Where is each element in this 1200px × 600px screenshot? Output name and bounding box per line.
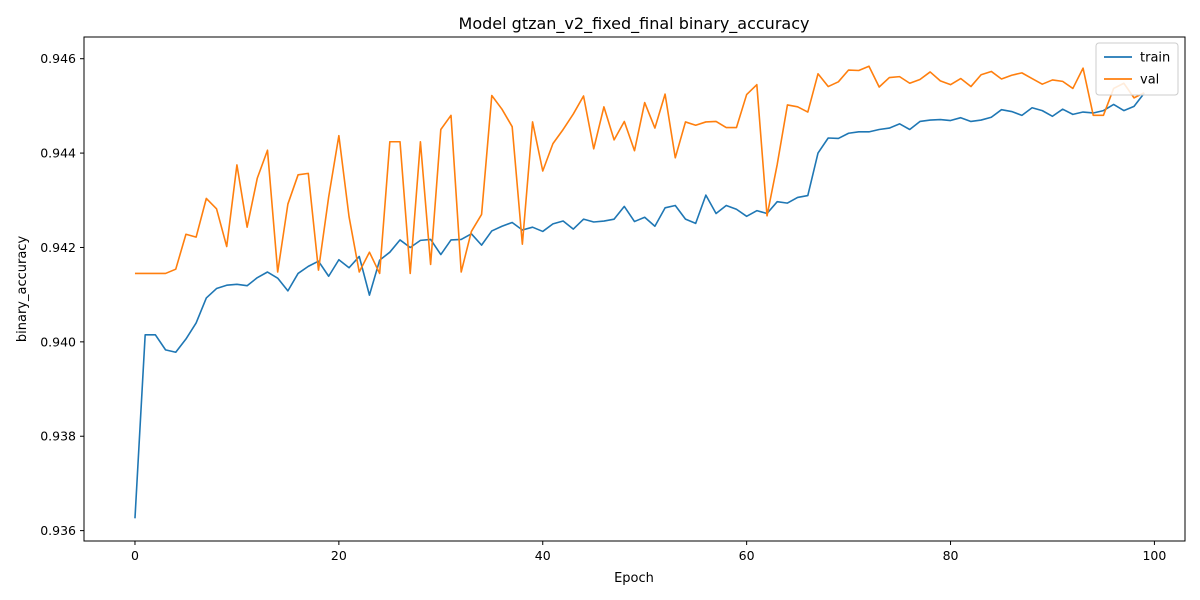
y-tick-label: 0.944 [40,146,76,161]
x-tick-label: 40 [535,548,551,563]
y-tick-label: 0.938 [40,429,76,444]
y-tick-label: 0.940 [40,334,76,349]
x-axis: 0 20 40 60 80 100 [131,541,1166,563]
x-axis-label: Epoch [614,571,654,586]
legend-label-val: val [1140,73,1159,88]
x-tick-label: 100 [1142,548,1166,563]
legend-box [1095,42,1179,96]
series-line-val [134,65,1145,275]
y-axis: 0.936 0.938 0.940 0.942 0.944 0.946 [40,51,84,538]
y-axis-label: binary_accuracy [15,236,30,343]
x-tick-label: 80 [943,548,959,563]
series-line-train [134,92,1145,519]
y-tick-label: 0.942 [40,240,76,255]
chart-title: Model gtzan_v2_fixed_final binary_accura… [459,14,810,34]
plot-lines [134,65,1145,519]
y-tick-label: 0.936 [40,523,76,538]
y-tick-label: 0.946 [40,51,76,66]
x-tick-label: 0 [131,548,139,563]
plot-frame [83,36,1186,542]
legend: train val [1095,42,1179,96]
x-tick-label: 60 [739,548,755,563]
legend-label-train: train [1140,51,1170,66]
x-tick-label: 20 [331,548,347,563]
